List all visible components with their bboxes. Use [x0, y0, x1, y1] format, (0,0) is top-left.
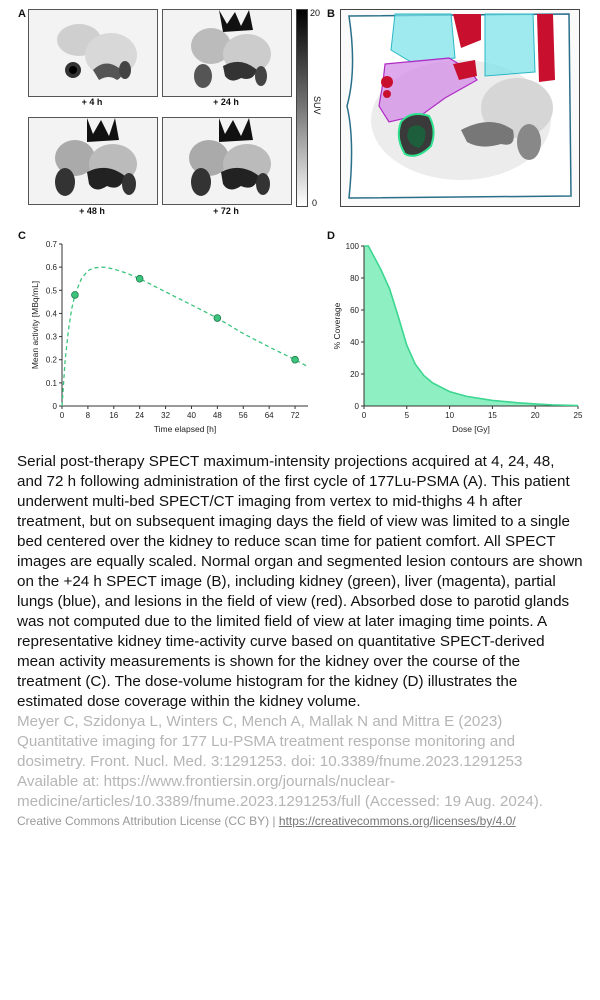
chart-d-x-tick-label: 5	[405, 411, 410, 420]
mip-label-48h: + 48 h	[79, 206, 105, 216]
mip-image-48h	[28, 117, 158, 205]
chart-c-x-tick-label: 48	[213, 411, 222, 420]
chart-c-x-tick-label: 72	[291, 411, 300, 420]
chart-c-data-point	[213, 314, 222, 322]
chart-d-coverage-area	[364, 246, 578, 406]
contoured-spect-image	[340, 9, 580, 207]
panel-d-letter: D	[327, 230, 335, 242]
chart-c-y-tick-label: 0.3	[46, 333, 58, 342]
chart-c-y-tick-label: 0	[53, 402, 58, 411]
chart-d-y-tick-label: 20	[350, 370, 359, 379]
chart-d-x-tick-label: 0	[362, 411, 367, 420]
chart-d-x-tick-label: 20	[531, 411, 540, 420]
chart-d-y-tick-label: 40	[350, 338, 359, 347]
colorbar-min-label: 0	[312, 198, 318, 208]
chart-c-data-point	[135, 274, 144, 283]
chart-c-y-tick-label: 0.2	[46, 356, 58, 365]
chart-c-y-tick-label: 0.1	[46, 379, 58, 388]
panel-a-letter: A	[18, 8, 26, 20]
chart-c-x-axis-title: Time elapsed [h]	[154, 424, 217, 434]
chart-d-x-tick-label: 25	[574, 411, 583, 420]
chart-d-x-axis-title: Dose [Gy]	[452, 424, 490, 434]
chart-d-y-tick-label: 60	[350, 306, 359, 315]
chart-c-y-axis-title: Mean activity [MBq/mL]	[30, 281, 40, 369]
chart-d-y-tick-label: 80	[350, 274, 359, 283]
chart-c-fit-curve	[61, 266, 309, 407]
chart-c-data-point	[71, 291, 79, 299]
license-link[interactable]: https://creativecommons.org/licenses/by/…	[278, 814, 516, 828]
chart-c-x-tick-label: 56	[239, 411, 248, 420]
chart-c-x-tick-label: 8	[86, 411, 91, 420]
suv-colorbar	[296, 9, 308, 207]
chart-d-y-axis-title: % Coverage	[332, 302, 342, 349]
chart-d-y-tick-label: 100	[346, 242, 360, 251]
chart-c-x-tick-label: 24	[135, 411, 144, 420]
chart-c-data-point	[291, 355, 299, 364]
colorbar-title: SUV	[312, 96, 322, 115]
mip-label-72h: + 72 h	[213, 206, 239, 216]
chart-c-x-tick-label: 16	[109, 411, 118, 420]
chart-c-y-tick-label: 0.7	[46, 240, 58, 249]
license-line: Creative Commons Attribution License (CC…	[17, 813, 583, 829]
chart-d-x-tick-label: 10	[445, 411, 454, 420]
mip-label-24h: + 24 h	[213, 97, 239, 107]
chart-c-x-tick-label: 32	[161, 411, 170, 420]
chart-c-x-tick-label: 40	[187, 411, 196, 420]
chart-c-y-tick-label: 0.4	[46, 309, 58, 318]
chart-c-y-tick-label: 0.5	[46, 286, 58, 295]
colorbar-max-label: 20	[310, 8, 321, 18]
kidney-dose-volume-histogram: 0 5 10 15 20 25 0 20 40 60 80 100 Dose [Gy] % Coverag…	[332, 242, 583, 434]
citation-text: Meyer C, Szidonya L, Winters C, Mench A,…	[17, 713, 543, 810]
mip-image-4h	[28, 9, 158, 97]
chart-d-coverage-line	[364, 245, 579, 407]
license-text: Creative Commons Attribution License (CC…	[17, 814, 279, 828]
panel-c-letter: C	[18, 230, 26, 242]
chart-c-x-tick-label: 0	[60, 411, 65, 420]
mip-image-72h	[162, 117, 292, 205]
kidney-time-activity-chart: 0 8 16 24 32 40 48 56 64 72 0 0.1 0.2 0.3 0.4 0.5 0.6 0.7…	[30, 240, 309, 434]
chart-c-y-tick-label: 0.6	[46, 263, 58, 272]
chart-d-y-tick-label: 0	[355, 402, 360, 411]
chart-c-x-tick-label: 64	[265, 411, 274, 420]
panel-b-letter: B	[327, 8, 335, 20]
mip-label-4h: + 4 h	[81, 97, 103, 107]
mip-image-24h	[162, 9, 292, 97]
chart-d-x-tick-label: 15	[488, 411, 497, 420]
figure-caption: Serial post-therapy SPECT maximum-intens…	[17, 453, 583, 710]
